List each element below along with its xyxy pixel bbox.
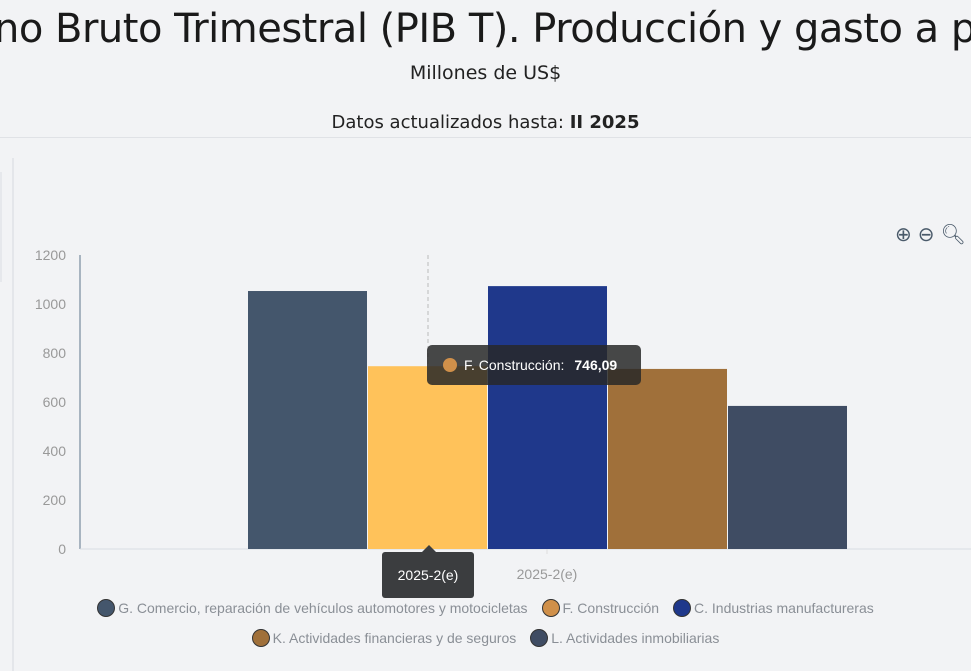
y-tick-label: 400 [43, 443, 67, 459]
y-tick-label: 1200 [35, 247, 66, 263]
legend-label: F. Construcción [562, 600, 660, 616]
bar-4 [608, 368, 727, 549]
bar-1 [248, 291, 367, 549]
divider [0, 137, 971, 138]
chart-toolbar: ⊕ ⊖ 🔍︎ [895, 222, 966, 247]
legend-label: K. Actividades financieras y de seguros [272, 630, 517, 646]
zoom-out-icon[interactable]: ⊖ [917, 224, 935, 246]
legend-dot-icon [251, 629, 270, 647]
legend-row-1: G. Comercio, reparación de vehículos aut… [0, 599, 971, 617]
y-tick-label: 200 [43, 492, 67, 508]
page-subtitle: Millones de US$ [409, 62, 562, 84]
updated-value: II 2025 [569, 112, 640, 133]
legend-label: G. Comercio, reparación de vehículos aut… [118, 600, 528, 616]
bar-2 [368, 366, 487, 549]
legend-item[interactable]: C. Industrias manufactureras [673, 599, 874, 617]
legend-label: L. Actividades inmobiliarias [551, 630, 720, 646]
y-tick-label: 600 [43, 394, 67, 410]
tooltip-value: 746,09 [574, 357, 618, 373]
legend-item[interactable]: G. Comercio, reparación de vehículos aut… [97, 599, 528, 617]
bar-5 [728, 405, 847, 549]
legend-row-2: K. Actividades financieras y de seguros L… [0, 629, 971, 647]
tooltip-color-dot [443, 358, 457, 372]
legend-item[interactable]: F. Construcción [541, 599, 660, 617]
legend-label: C. Industrias manufactureras [694, 600, 874, 616]
legend-item[interactable]: K. Actividades financieras y de seguros [251, 629, 517, 647]
zoom-in-icon[interactable]: ⊕ [895, 224, 912, 246]
legend-item[interactable]: L. Actividades inmobiliarias [530, 629, 719, 647]
legend-dot-icon [673, 599, 692, 617]
tooltip-label: F. Construcción: [464, 357, 565, 373]
axis-pointer-label: 2025-2(e) [382, 545, 474, 598]
legend-dot-icon [97, 599, 116, 617]
y-tick-label: 800 [43, 345, 67, 361]
magnifier-icon[interactable]: 🔍︎ [940, 224, 966, 246]
legend-dot-icon [541, 599, 560, 617]
legend-dot-icon [530, 629, 549, 647]
y-tick-label: 0 [58, 541, 66, 557]
series-tooltip: F. Construcción: 746,09 [427, 345, 641, 385]
updated-info: Datos actualizados hasta: II 2025 [0, 112, 971, 133]
side-panel-edge [0, 172, 2, 282]
bar-3 [488, 286, 607, 549]
panel-border [12, 158, 14, 671]
updated-label: Datos actualizados hasta: [331, 112, 564, 133]
y-tick-label: 1000 [35, 296, 66, 312]
page-title: no Bruto Trimestral (PIB T). Producción … [0, 6, 971, 52]
x-tick-label: 2025-2(e) [517, 566, 578, 582]
bar-chart: 0 200 400 600 800 1000 1200 2025-2(e) [35, 247, 971, 582]
